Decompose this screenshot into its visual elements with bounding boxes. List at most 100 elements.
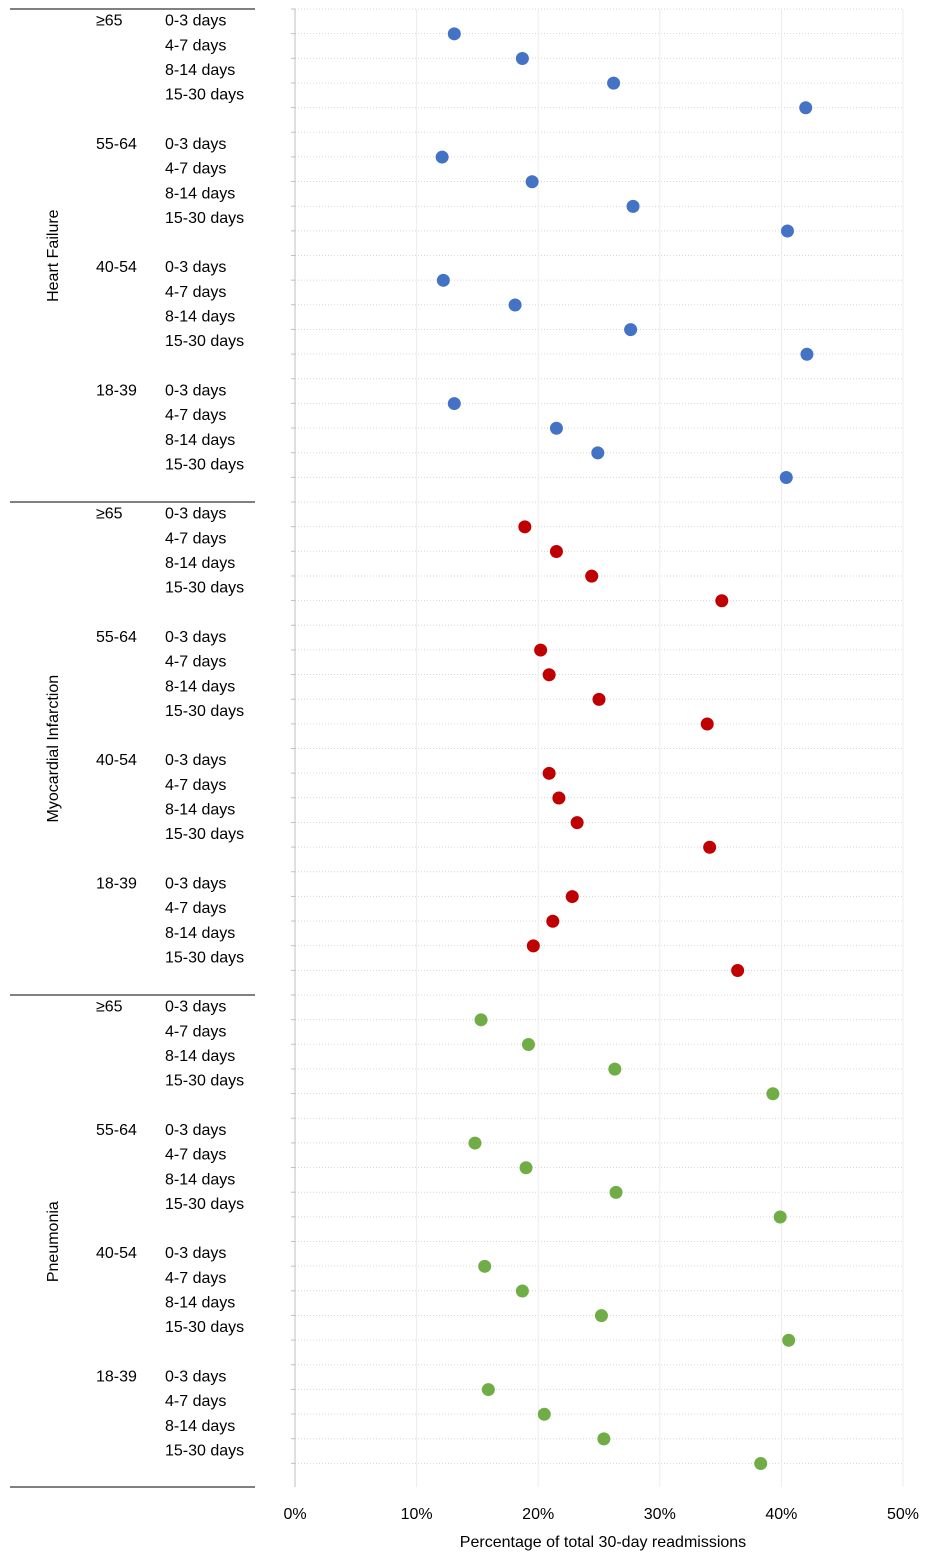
age-band-label: 55-64 (96, 629, 137, 646)
data-point (585, 569, 599, 583)
age-band-label: 40-54 (96, 1245, 137, 1262)
label-layer: Heart Failure ≥65 0-3 days 4-7 days 8-14 day… (10, 8, 255, 1488)
age-band-label: ≥65 (96, 506, 123, 523)
data-point (608, 1062, 622, 1076)
day-label: 8-14 days (165, 802, 235, 819)
data-point (607, 76, 621, 90)
day-label: 8-14 days (165, 185, 235, 202)
data-point (515, 51, 529, 65)
day-label: 15-30 days (165, 826, 244, 843)
day-label: 15-30 days (165, 456, 244, 473)
x-tick-label: 10% (401, 1506, 433, 1523)
data-point (626, 199, 640, 213)
day-label: 15-30 days (165, 1073, 244, 1090)
day-label: 15-30 days (165, 1196, 244, 1213)
group-title: Pneumonia (45, 1201, 62, 1282)
data-point (754, 1457, 768, 1471)
day-label: 4-7 days (165, 900, 226, 917)
data-point (542, 766, 556, 780)
age-band-label: 55-64 (96, 136, 137, 153)
day-label: 15-30 days (165, 1442, 244, 1459)
data-point (570, 816, 584, 830)
data-point (591, 446, 605, 460)
data-point (481, 1383, 495, 1397)
day-label: 8-14 days (165, 432, 235, 449)
data-point (766, 1087, 780, 1101)
data-point (782, 1333, 796, 1347)
data-point (447, 27, 461, 41)
point-layer (435, 27, 814, 1471)
data-point (435, 150, 449, 164)
day-label: 4-7 days (165, 37, 226, 54)
day-label: 15-30 days (165, 87, 244, 104)
data-point (526, 939, 540, 953)
data-point (731, 964, 745, 978)
x-tick-label: 20% (522, 1506, 554, 1523)
x-tick-label: 0% (283, 1506, 306, 1523)
age-band-label: ≥65 (96, 999, 123, 1016)
day-label: 0-3 days (165, 136, 226, 153)
group-title: Heart Failure (45, 209, 62, 302)
data-point (436, 273, 450, 287)
day-label: 0-3 days (165, 13, 226, 30)
day-label: 15-30 days (165, 1319, 244, 1336)
day-label: 8-14 days (165, 1171, 235, 1188)
day-label: 15-30 days (165, 949, 244, 966)
data-point (478, 1259, 492, 1273)
day-label: 4-7 days (165, 284, 226, 301)
data-point (700, 717, 714, 731)
day-label: 15-30 days (165, 703, 244, 720)
data-point (800, 347, 814, 361)
data-point (597, 1432, 611, 1446)
x-tick-label: 50% (887, 1506, 919, 1523)
day-label: 0-3 days (165, 382, 226, 399)
day-label: 4-7 days (165, 1147, 226, 1164)
day-label: 8-14 days (165, 1048, 235, 1065)
day-label: 15-30 days (165, 333, 244, 350)
day-label: 4-7 days (165, 161, 226, 178)
data-point (773, 1210, 787, 1224)
x-tick-label: 30% (644, 1506, 676, 1523)
data-point (715, 594, 729, 608)
data-point (780, 224, 794, 238)
data-point (542, 668, 556, 682)
data-point (549, 544, 563, 558)
day-label: 4-7 days (165, 1270, 226, 1287)
x-axis: 0% 10% 20% 30% 40% 50% (283, 9, 919, 1523)
day-label: 8-14 days (165, 309, 235, 326)
day-label: 0-3 days (165, 1122, 226, 1139)
age-band-label: 55-64 (96, 1122, 137, 1139)
day-label: 0-3 days (165, 999, 226, 1016)
age-band-label: 40-54 (96, 752, 137, 769)
data-point (508, 298, 522, 312)
data-point (525, 175, 539, 189)
data-point (592, 692, 606, 706)
day-label: 8-14 days (165, 925, 235, 942)
data-point (447, 397, 461, 411)
day-label: 0-3 days (165, 506, 226, 523)
data-point (609, 1185, 623, 1199)
day-label: 0-3 days (165, 1245, 226, 1262)
age-band-label: ≥65 (96, 13, 123, 30)
day-label: 4-7 days (165, 1393, 226, 1410)
day-label: 4-7 days (165, 1023, 226, 1040)
day-label: 4-7 days (165, 407, 226, 424)
day-label: 4-7 days (165, 530, 226, 547)
day-label: 0-3 days (165, 629, 226, 646)
day-label: 0-3 days (165, 1368, 226, 1385)
group-title: Myocardial Infarction (45, 675, 62, 823)
day-label: 0-3 days (165, 875, 226, 892)
day-label: 0-3 days (165, 259, 226, 276)
data-point (779, 471, 793, 485)
day-label: 4-7 days (165, 654, 226, 671)
age-band-label: 40-54 (96, 259, 137, 276)
x-tick-label: 40% (765, 1506, 797, 1523)
age-band-label: 18-39 (96, 382, 137, 399)
data-point (552, 791, 566, 805)
day-label: 8-14 days (165, 62, 235, 79)
day-label: 8-14 days (165, 1418, 235, 1435)
day-label: 8-14 days (165, 1295, 235, 1312)
x-axis-title: Percentage of total 30-day readmissions (460, 1534, 746, 1551)
age-band-label: 18-39 (96, 1368, 137, 1385)
